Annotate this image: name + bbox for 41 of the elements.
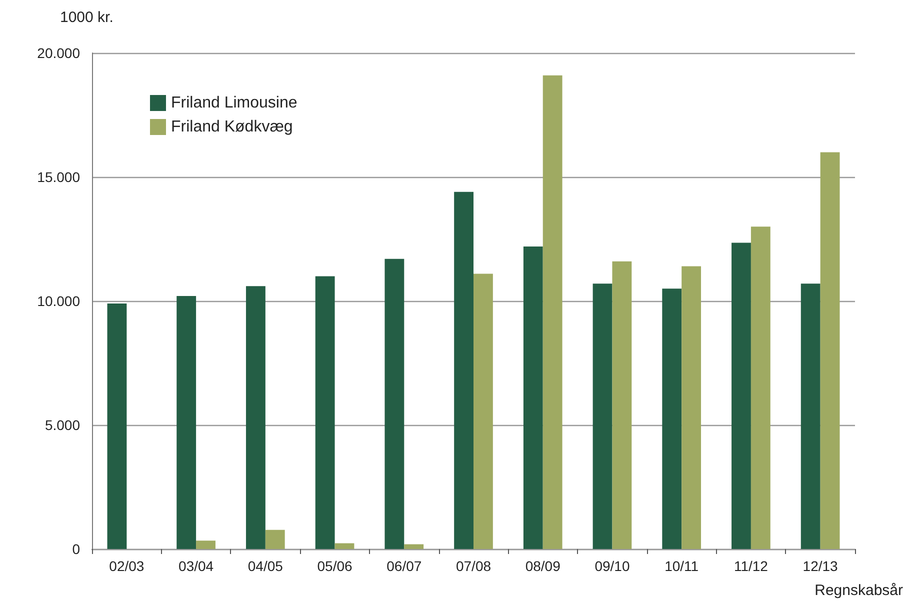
bar <box>246 286 266 549</box>
bar <box>612 261 632 549</box>
y-axis-title: 1000 kr. <box>60 9 114 26</box>
bar <box>592 284 612 549</box>
bar <box>404 544 424 549</box>
y-tick-label: 0 <box>72 541 80 557</box>
bar <box>384 258 404 549</box>
legend-label: Friland Limousine <box>171 94 298 112</box>
x-axis-title: Regnskabsår <box>814 582 904 599</box>
bar <box>315 276 335 549</box>
bar <box>800 284 820 549</box>
bar <box>265 530 285 549</box>
bar <box>732 242 751 549</box>
x-tick-label: 07/08 <box>456 558 492 574</box>
bar <box>474 274 493 549</box>
bar <box>176 296 196 549</box>
bar <box>107 303 127 549</box>
x-tick-label: 03/04 <box>178 558 214 574</box>
bar <box>542 75 562 549</box>
x-tick-label: 08/09 <box>525 558 561 574</box>
y-tick-label: 10.000 <box>37 293 80 309</box>
x-tick-label: 11/12 <box>734 558 768 574</box>
x-tick-label: 02/03 <box>109 558 144 574</box>
bar <box>662 288 682 549</box>
x-tick-label: 05/06 <box>317 558 352 574</box>
x-tick-label: 04/05 <box>248 558 284 574</box>
x-tick-label: 09/10 <box>594 558 630 574</box>
x-tick-label: 10/11 <box>664 558 699 574</box>
bar <box>334 543 354 549</box>
bar <box>820 152 840 549</box>
bar <box>454 192 474 549</box>
y-tick-label: 15.000 <box>37 169 80 185</box>
x-tick-label: 12/13 <box>802 558 838 574</box>
bar <box>682 266 702 549</box>
legend-label: Friland Kødkvæg <box>171 118 293 136</box>
y-tick-label: 20.000 <box>37 45 80 61</box>
bar <box>750 226 770 549</box>
x-tick-label: 06/07 <box>386 558 422 574</box>
bar <box>196 540 216 549</box>
bar <box>523 246 543 549</box>
y-tick-label: 5.000 <box>44 417 80 433</box>
